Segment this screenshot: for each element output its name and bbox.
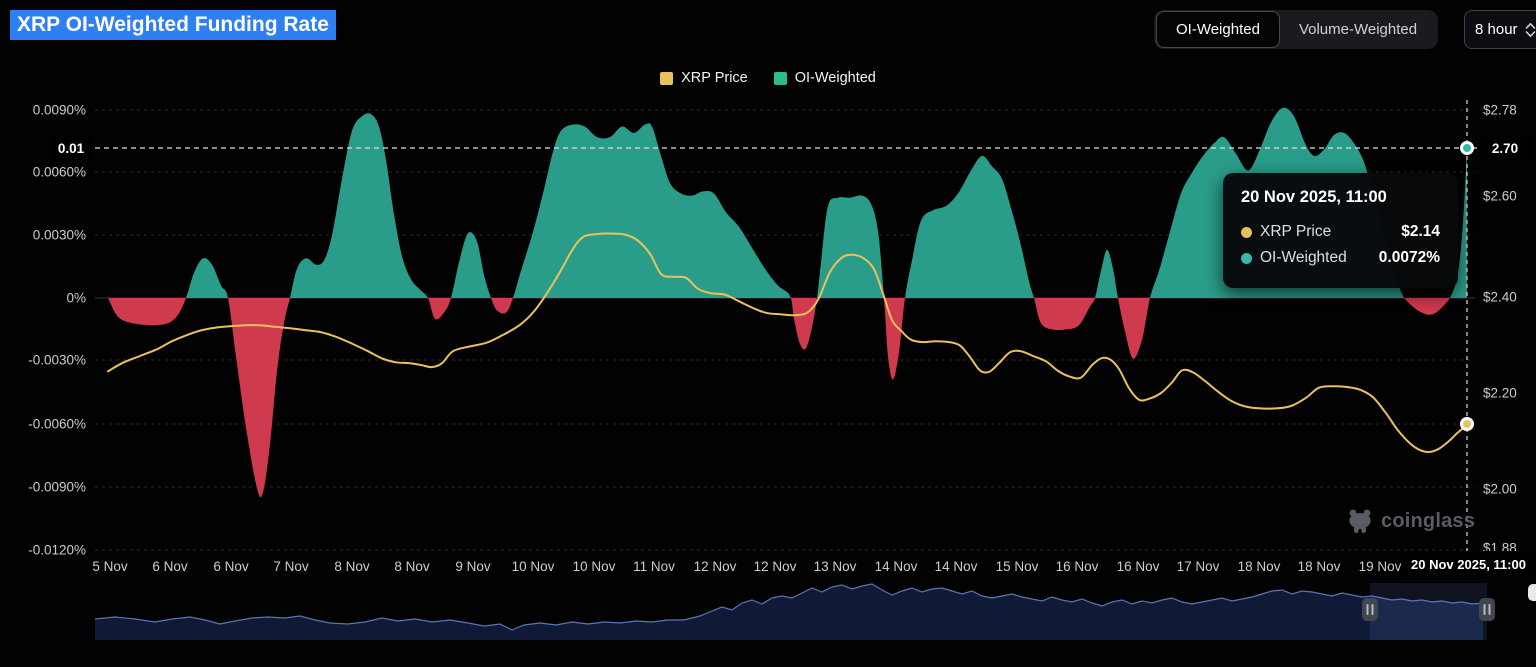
navigator-handle-right[interactable] xyxy=(1479,598,1495,621)
svg-text:-0.0120%: -0.0120% xyxy=(28,543,86,558)
tooltip-timestamp: 20 Nov 2025, 11:00 xyxy=(1241,188,1387,206)
scrollbar-fragment[interactable] xyxy=(1528,584,1536,601)
tooltip-row-price: XRP Price $2.14 xyxy=(1241,219,1440,245)
page-title-text: XRP OI-Weighted Funding Rate xyxy=(10,10,336,40)
legend-label: OI-Weighted xyxy=(794,70,876,86)
svg-text:8 Nov: 8 Nov xyxy=(394,559,430,574)
navigator xyxy=(94,583,1495,640)
chart-tooltip: 20 Nov 2025, 11:00 XRP Price $2.14 OI-We… xyxy=(1223,173,1458,288)
svg-text:17 Nov: 17 Nov xyxy=(1177,559,1220,574)
svg-text:13 Nov: 13 Nov xyxy=(814,559,857,574)
navigator-selection[interactable] xyxy=(1370,583,1487,640)
crosshair-left-label xyxy=(50,135,92,161)
gridlines: 0.0090% 0.0060% 0.0030% 0% -0.0030% -0.0060% -… xyxy=(28,103,1517,575)
navigator-handle-left[interactable] xyxy=(1362,598,1378,621)
tooltip-row-funding: OI-Weighted 0.0072% xyxy=(1241,245,1440,271)
svg-text:2.70: 2.70 xyxy=(1492,141,1518,156)
navigator-area xyxy=(95,584,1483,640)
tooltip-value: 0.0072% xyxy=(1378,249,1440,266)
interval-value: 8 hour xyxy=(1475,21,1518,38)
svg-text:0.0060%: 0.0060% xyxy=(33,165,86,180)
svg-text:$2.78: $2.78 xyxy=(1483,103,1517,118)
svg-text:16 Nov: 16 Nov xyxy=(1056,559,1099,574)
funding-dot-icon xyxy=(1241,252,1252,264)
funding-area-negative xyxy=(108,298,1467,498)
svg-text:10 Nov: 10 Nov xyxy=(512,559,555,574)
svg-text:11 Nov: 11 Nov xyxy=(633,559,675,574)
funding-area-positive xyxy=(108,107,1467,298)
legend-label: XRP Price xyxy=(681,70,748,86)
svg-text:18 Nov: 18 Nov xyxy=(1238,559,1281,574)
svg-text:19 Nov: 19 Nov xyxy=(1359,559,1402,574)
xrp-price-swatch xyxy=(660,71,674,85)
svg-text:-0.0030%: -0.0030% xyxy=(28,353,86,368)
volume-weighted-button[interactable]: Volume-Weighted xyxy=(1298,21,1418,38)
svg-text:12 Nov: 12 Nov xyxy=(754,559,797,574)
svg-text:15 Nov: 15 Nov xyxy=(996,559,1039,574)
price-dot-icon xyxy=(1241,226,1252,238)
chevron-up-down-icon xyxy=(1525,22,1535,37)
coinglass-wordmark: coinglass xyxy=(1381,509,1476,532)
svg-text:-0.0060%: -0.0060% xyxy=(28,417,86,432)
chart-legend: XRP Price OI-Weighted xyxy=(0,70,1536,86)
svg-text:9 Nov: 9 Nov xyxy=(455,559,491,574)
svg-text:12 Nov: 12 Nov xyxy=(694,559,737,574)
svg-text:8 Nov: 8 Nov xyxy=(334,559,370,574)
tooltip-label: OI-Weighted xyxy=(1260,249,1347,266)
svg-text:0.01: 0.01 xyxy=(58,141,85,156)
svg-text:20 Nov 2025, 11:00: 20 Nov 2025, 11:00 xyxy=(1411,557,1526,572)
legend-item-xrp-price[interactable]: XRP Price xyxy=(660,70,748,86)
svg-text:6 Nov: 6 Nov xyxy=(213,559,249,574)
tooltip-value: $2.14 xyxy=(1401,223,1440,240)
legend-item-oi-weighted[interactable]: OI-Weighted xyxy=(773,70,876,86)
interval-select[interactable]: 8 hour xyxy=(1464,10,1536,49)
oi-weighted-button[interactable]: OI-Weighted xyxy=(1156,11,1280,48)
svg-text:14 Nov: 14 Nov xyxy=(935,559,978,574)
svg-text:0%: 0% xyxy=(66,291,86,306)
oi-weighted-swatch xyxy=(773,71,787,85)
svg-text:6 Nov: 6 Nov xyxy=(152,559,188,574)
weighting-toggle: OI-Weighted Volume-Weighted xyxy=(1154,10,1439,49)
svg-text:5 Nov: 5 Nov xyxy=(92,559,128,574)
crosshair-right-label xyxy=(1479,135,1531,161)
svg-text:-0.0090%: -0.0090% xyxy=(28,480,86,495)
svg-text:$2.20: $2.20 xyxy=(1483,386,1517,401)
navigator-line xyxy=(94,583,1484,631)
tooltip-label: XRP Price xyxy=(1260,223,1332,240)
svg-text:10 Nov: 10 Nov xyxy=(573,559,616,574)
coinglass-watermark: coinglass xyxy=(1347,507,1475,535)
svg-text:$2.00: $2.00 xyxy=(1483,482,1517,497)
svg-text:$2.60: $2.60 xyxy=(1483,189,1517,204)
price-line xyxy=(107,232,1468,454)
svg-text:14 Nov: 14 Nov xyxy=(875,559,918,574)
svg-text:$2.40: $2.40 xyxy=(1483,290,1517,305)
svg-text:0.0090%: 0.0090% xyxy=(33,103,86,118)
svg-text:7 Nov: 7 Nov xyxy=(273,559,309,574)
svg-text:0.0030%: 0.0030% xyxy=(33,228,86,243)
svg-text:16 Nov: 16 Nov xyxy=(1117,559,1160,574)
crosshair-date-label xyxy=(1401,551,1536,577)
coinglass-bear-icon xyxy=(1349,509,1371,533)
svg-text:18 Nov: 18 Nov xyxy=(1298,559,1341,574)
page-title: XRP OI-Weighted Funding Rate xyxy=(10,10,336,40)
